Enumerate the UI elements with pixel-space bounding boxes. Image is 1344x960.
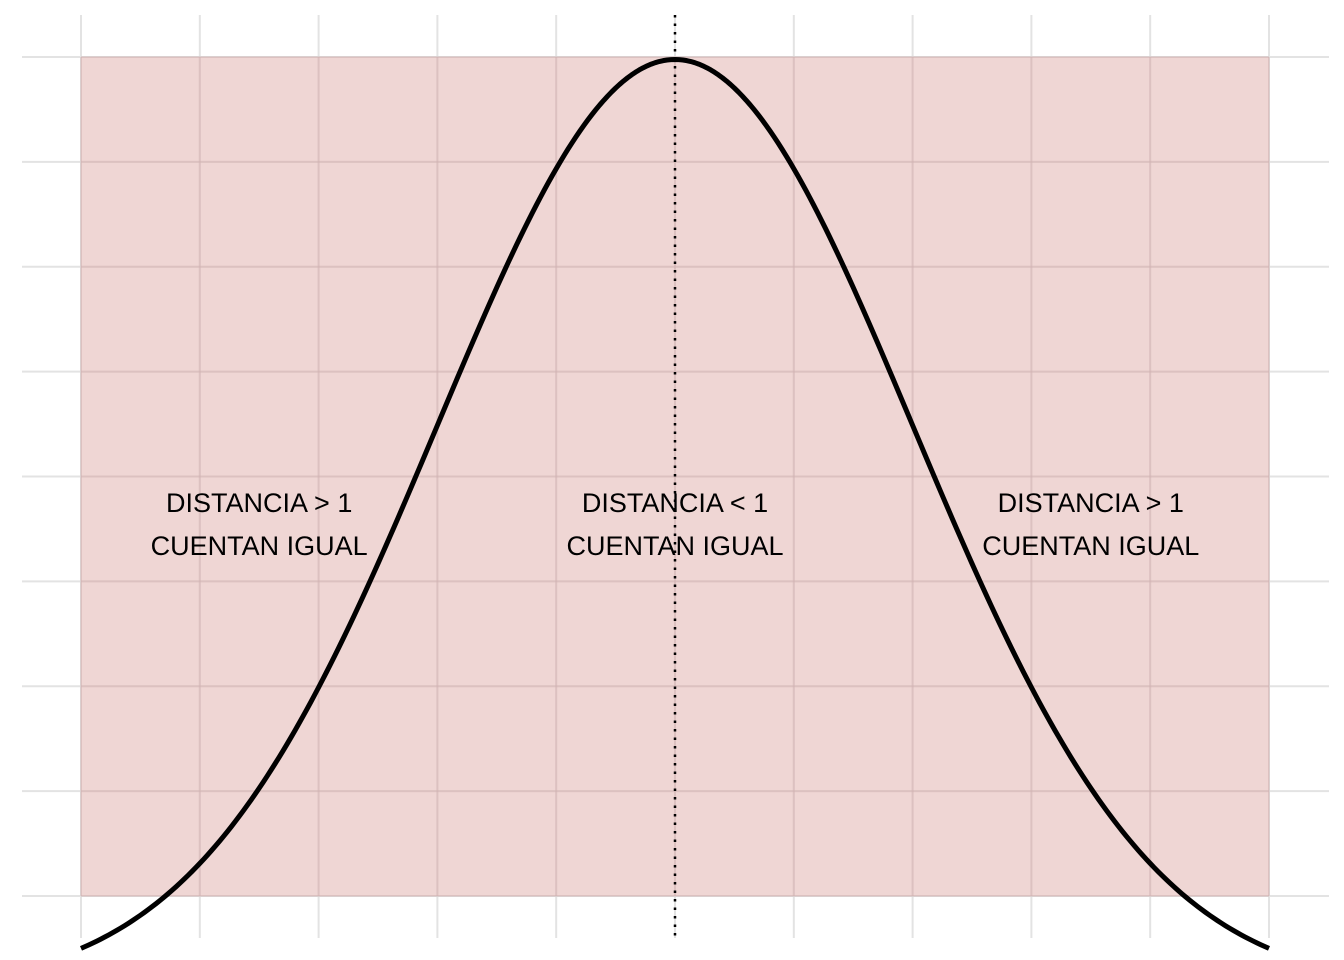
- normal-curve: [79, 56, 1271, 951]
- annotation-text: DISTANCIA > 1 CUENTAN IGUAL: [151, 488, 368, 561]
- annotation-line-1: DISTANCIA > 1: [166, 488, 352, 518]
- annotation-line-2: CUENTAN IGUAL: [151, 531, 368, 561]
- annotation-text: DISTANCIA < 1 CUENTAN IGUAL: [566, 488, 783, 561]
- annotation-line-2: CUENTAN IGUAL: [566, 531, 783, 561]
- annotations: DISTANCIA > 1 CUENTAN IGUAL DISTANCIA < 1 C…: [151, 488, 1200, 561]
- annotation-line-2: CUENTAN IGUAL: [982, 531, 1199, 561]
- annotation-line-1: DISTANCIA > 1: [998, 488, 1184, 518]
- annotation-line-1: DISTANCIA < 1: [582, 488, 768, 518]
- annotation-text: DISTANCIA > 1 CUENTAN IGUAL: [982, 488, 1199, 561]
